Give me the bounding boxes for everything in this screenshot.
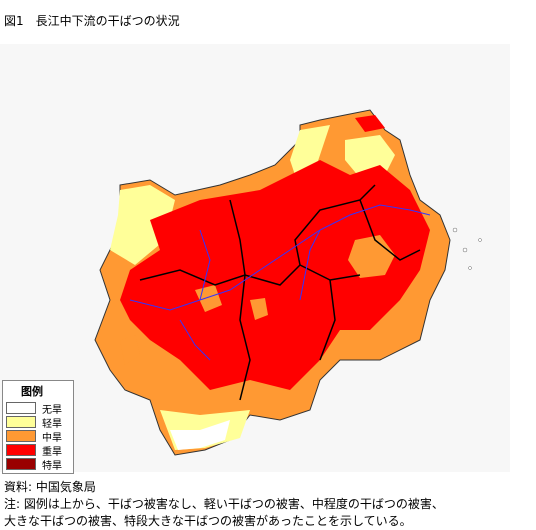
severe-drought <box>355 115 385 132</box>
legend-swatch <box>6 444 36 456</box>
province-borders <box>139 184 421 401</box>
legend-swatch <box>6 402 36 414</box>
legend-label: 重旱 <box>42 446 62 458</box>
source: 資料: 中国気象局 <box>4 480 96 494</box>
title: 図1 長江中下流の干ばつの状況 <box>4 14 180 28</box>
rivers <box>129 204 431 361</box>
map <box>0 44 510 472</box>
note: 注: 図例は上から、干ばつ被害なし、軽い干ばつの被害、中程度の干ばつの被害、 <box>4 497 444 511</box>
legend-label: 轻旱 <box>42 418 62 430</box>
legend-item: 重旱 <box>6 443 73 458</box>
legend: 图例 无旱轻旱中旱重旱特旱 <box>2 380 74 474</box>
legend-swatch <box>6 416 36 428</box>
legend-item: 中旱 <box>6 429 73 444</box>
legend-label: 中旱 <box>42 432 62 444</box>
legend-swatch <box>6 430 36 442</box>
legend-label: 特旱 <box>42 460 62 472</box>
islands <box>452 227 482 270</box>
moderate-drought <box>120 335 140 365</box>
severe-drought <box>120 160 430 390</box>
legend-label: 无旱 <box>42 404 62 416</box>
note: 大きな干ばつの被害、特段大きな干ばつの被害があったことを示している。 <box>4 514 412 528</box>
no-drought <box>170 420 230 450</box>
legend-item: 特旱 <box>6 457 73 472</box>
moderate-drought <box>250 298 268 320</box>
legend-item: 无旱 <box>6 401 73 416</box>
legend-title: 图例 <box>21 385 43 398</box>
legend-swatch <box>6 458 36 470</box>
legend-item: 轻旱 <box>6 415 73 430</box>
